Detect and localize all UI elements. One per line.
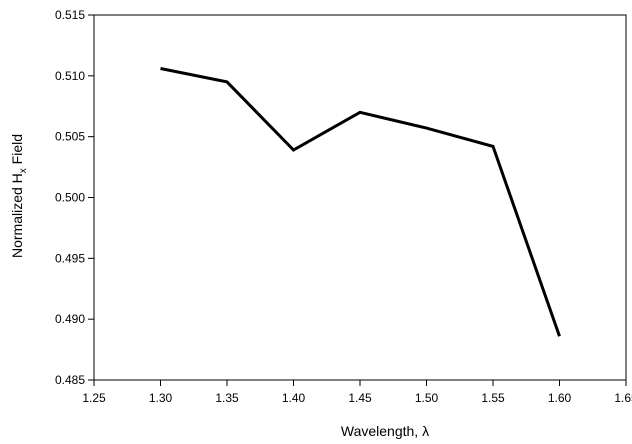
y-tick-label: 0.500 bbox=[55, 191, 85, 205]
x-tick-label: 1.25 bbox=[82, 391, 106, 405]
x-tick-label: 1.45 bbox=[348, 391, 372, 405]
series-line bbox=[160, 67, 561, 337]
x-tick-label: 1.35 bbox=[215, 391, 239, 405]
y-tick-label: 0.485 bbox=[55, 373, 85, 387]
x-tick-label: 1.65 bbox=[614, 391, 632, 405]
y-tick-label: 0.495 bbox=[55, 251, 85, 265]
y-axis: 0.485 0.490 0.495 0.500 0.505 0.510 0.515 bbox=[55, 8, 94, 387]
y-axis-title-suffix: Field bbox=[9, 134, 25, 168]
x-tick-label: 1.30 bbox=[149, 391, 173, 405]
y-tick-label: 0.510 bbox=[55, 69, 85, 83]
y-axis-title-subscript: x bbox=[18, 168, 29, 173]
y-axis-title-prefix: Normalized H bbox=[9, 173, 25, 258]
series-layer bbox=[160, 67, 561, 337]
x-tick-label: 1.60 bbox=[548, 391, 572, 405]
x-axis: 1.25 1.30 1.35 1.40 1.45 1.50 1.55 1.60 1.65 bbox=[82, 380, 632, 405]
x-tick-label: 1.55 bbox=[481, 391, 505, 405]
y-tick-label: 0.490 bbox=[55, 312, 85, 326]
y-axis-title: Normalized Hx Field bbox=[9, 134, 29, 258]
x-tick-label: 1.50 bbox=[415, 391, 439, 405]
x-axis-title: Wavelength, λ bbox=[341, 423, 429, 439]
y-tick-label: 0.515 bbox=[55, 8, 85, 22]
y-tick-label: 0.505 bbox=[55, 130, 85, 144]
x-tick-label: 1.40 bbox=[282, 391, 306, 405]
